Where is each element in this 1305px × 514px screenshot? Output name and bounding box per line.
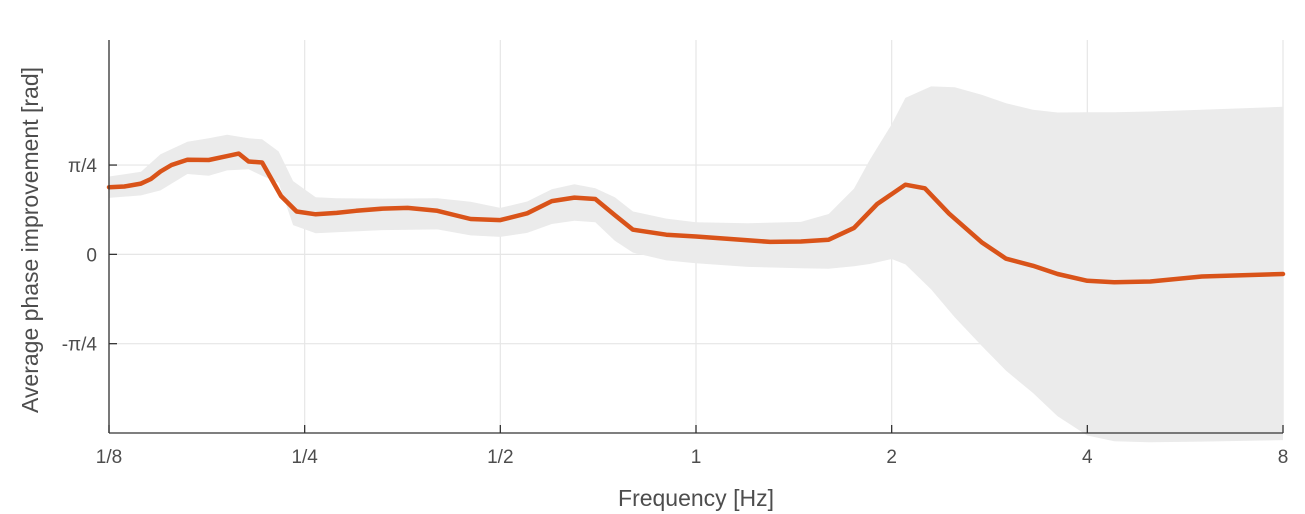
x-tick-label: 1/2 bbox=[487, 447, 513, 468]
x-tick-label: 2 bbox=[886, 447, 897, 468]
x-tick-label: 1/8 bbox=[96, 447, 122, 468]
tick-labels: 1/8 1/4 1/2 1 2 4 8 -π/4 0 π/4 bbox=[62, 156, 1289, 468]
x-tick-label: 1/4 bbox=[291, 447, 318, 468]
y-tick-label: -π/4 bbox=[62, 335, 98, 356]
x-tick-label: 4 bbox=[1082, 447, 1093, 468]
axes bbox=[108, 40, 1284, 434]
confidence-band bbox=[109, 86, 1283, 443]
band-area bbox=[109, 86, 1283, 443]
line-series bbox=[106, 151, 1286, 285]
y-tick-label: π/4 bbox=[68, 156, 97, 177]
y-tick-label: 0 bbox=[86, 245, 97, 266]
y-axis-label: Average phase improvement [rad] bbox=[17, 67, 43, 413]
x-axis-label: Frequency [Hz] bbox=[618, 485, 774, 511]
x-tick-label: 1 bbox=[691, 447, 702, 468]
x-tick-label: 8 bbox=[1278, 447, 1289, 468]
